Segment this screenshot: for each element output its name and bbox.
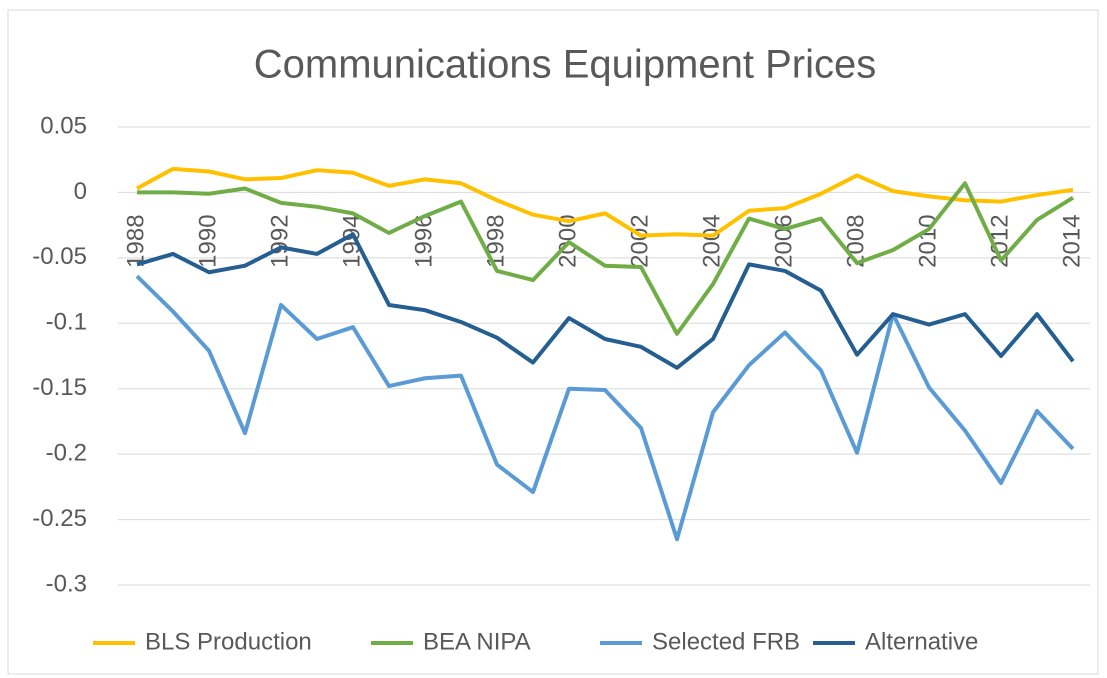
- series-line: [136, 232, 1075, 370]
- y-tick-label: -0.25: [32, 505, 87, 532]
- series-line: [136, 166, 1074, 238]
- x-tick-label: 2010: [914, 214, 941, 267]
- legend-label: BEA NIPA: [423, 628, 531, 655]
- y-tick-label: -0.15: [32, 374, 87, 401]
- x-tick-label: 2002: [626, 214, 653, 267]
- x-tick-label: 2006: [770, 214, 797, 267]
- y-tick-label: 0.05: [40, 112, 87, 139]
- legend-label: BLS Production: [145, 628, 312, 655]
- x-tick-label: 2004: [698, 214, 725, 267]
- series-line: [137, 181, 1075, 336]
- x-tick-label: 2014: [1058, 214, 1085, 267]
- y-tick-label: -0.2: [46, 439, 87, 466]
- y-tick-label: -0.1: [46, 309, 87, 336]
- y-tick-label: 0: [74, 178, 87, 205]
- x-tick-label: 1998: [482, 214, 509, 267]
- x-tick-label: 1992: [266, 214, 293, 267]
- x-tick-label: 1996: [410, 214, 437, 267]
- x-tick-label: 1990: [194, 214, 221, 267]
- chart-border: [7, 9, 1099, 675]
- x-tick-label: 1988: [122, 214, 149, 267]
- legend-label: Alternative: [865, 628, 978, 655]
- y-tick-label: -0.3: [46, 570, 87, 597]
- y-tick-label: -0.05: [32, 243, 87, 270]
- legend-label: Selected FRB: [652, 628, 800, 655]
- series-line: [135, 274, 1075, 542]
- chart-title: Communications Equipment Prices: [254, 43, 876, 87]
